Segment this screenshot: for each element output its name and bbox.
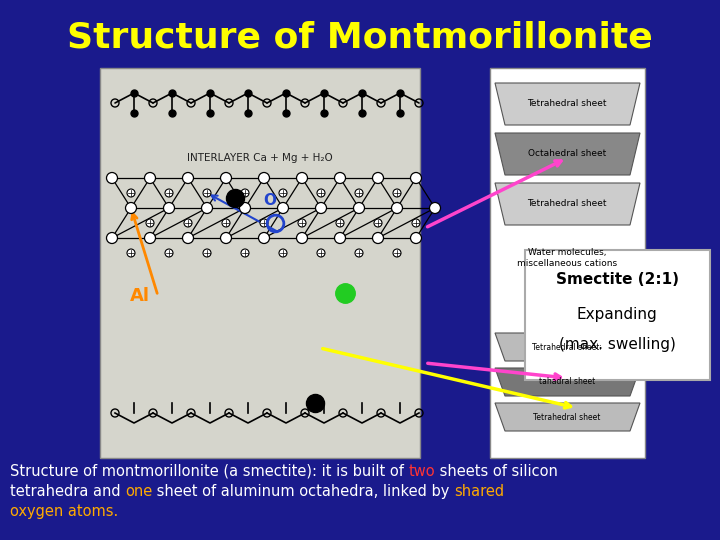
Text: Tetrahedral sheet: Tetrahedral sheet bbox=[527, 199, 607, 208]
Circle shape bbox=[317, 189, 325, 197]
Text: Tetrahedral sheet: Tetrahedral sheet bbox=[527, 99, 607, 109]
Circle shape bbox=[354, 202, 364, 213]
Polygon shape bbox=[495, 133, 640, 175]
Circle shape bbox=[220, 172, 232, 184]
Circle shape bbox=[184, 219, 192, 227]
Circle shape bbox=[277, 202, 289, 213]
Polygon shape bbox=[495, 83, 640, 125]
Text: Structure of Montmorillonite: Structure of Montmorillonite bbox=[67, 21, 653, 55]
Circle shape bbox=[297, 172, 307, 184]
Circle shape bbox=[317, 249, 325, 257]
Circle shape bbox=[279, 249, 287, 257]
Text: Tetrahedral sheet:: Tetrahedral sheet: bbox=[532, 342, 602, 352]
Circle shape bbox=[260, 219, 268, 227]
Text: one: one bbox=[125, 484, 153, 499]
Circle shape bbox=[393, 189, 401, 197]
Text: Water molecules,
miscellaneous cations: Water molecules, miscellaneous cations bbox=[517, 248, 617, 268]
Circle shape bbox=[297, 233, 307, 244]
Circle shape bbox=[392, 202, 402, 213]
Circle shape bbox=[355, 249, 363, 257]
Circle shape bbox=[222, 219, 230, 227]
Circle shape bbox=[145, 172, 156, 184]
Circle shape bbox=[336, 219, 344, 227]
Circle shape bbox=[241, 189, 249, 197]
Circle shape bbox=[182, 172, 194, 184]
Circle shape bbox=[203, 189, 211, 197]
Text: Tetrahedral sheet: Tetrahedral sheet bbox=[534, 413, 600, 422]
Bar bbox=[525, 250, 710, 380]
Text: tetrahedra and: tetrahedra and bbox=[10, 484, 125, 499]
Circle shape bbox=[335, 172, 346, 184]
Text: shared: shared bbox=[454, 484, 505, 499]
Circle shape bbox=[410, 172, 421, 184]
FancyBboxPatch shape bbox=[100, 68, 420, 458]
Circle shape bbox=[163, 202, 174, 213]
Circle shape bbox=[258, 233, 269, 244]
Text: oxygen atoms.: oxygen atoms. bbox=[10, 504, 118, 519]
Circle shape bbox=[410, 233, 421, 244]
Circle shape bbox=[107, 233, 117, 244]
Circle shape bbox=[146, 219, 154, 227]
Circle shape bbox=[430, 202, 441, 213]
Circle shape bbox=[372, 233, 384, 244]
Circle shape bbox=[315, 202, 326, 213]
Circle shape bbox=[412, 219, 420, 227]
Text: O: O bbox=[263, 193, 276, 208]
Circle shape bbox=[279, 189, 287, 197]
Text: Octahedral sheet: Octahedral sheet bbox=[528, 150, 606, 159]
Circle shape bbox=[165, 189, 173, 197]
Text: tahadral sheet: tahadral sheet bbox=[539, 377, 595, 387]
Circle shape bbox=[220, 233, 232, 244]
Text: Expanding: Expanding bbox=[577, 307, 657, 322]
Text: INTERLAYER Ca + Mg + H₂O: INTERLAYER Ca + Mg + H₂O bbox=[187, 153, 333, 163]
Text: (max. swelling): (max. swelling) bbox=[559, 338, 675, 353]
Circle shape bbox=[202, 202, 212, 213]
Circle shape bbox=[107, 172, 117, 184]
Circle shape bbox=[127, 189, 135, 197]
Text: sheet of aluminum octahedra, linked by: sheet of aluminum octahedra, linked by bbox=[153, 484, 454, 499]
Circle shape bbox=[298, 219, 306, 227]
Bar bbox=[490, 68, 645, 458]
Polygon shape bbox=[495, 368, 640, 396]
Polygon shape bbox=[495, 333, 640, 361]
Circle shape bbox=[355, 189, 363, 197]
Circle shape bbox=[165, 249, 173, 257]
Circle shape bbox=[240, 202, 251, 213]
Text: Structure of montmorillonite (a smectite): it is built of: Structure of montmorillonite (a smectite… bbox=[10, 464, 408, 479]
Circle shape bbox=[182, 233, 194, 244]
Text: Al: Al bbox=[130, 287, 150, 305]
Circle shape bbox=[127, 249, 135, 257]
Circle shape bbox=[125, 202, 137, 213]
Circle shape bbox=[372, 172, 384, 184]
Text: sheets of silicon: sheets of silicon bbox=[435, 464, 558, 479]
Circle shape bbox=[203, 249, 211, 257]
Polygon shape bbox=[495, 403, 640, 431]
Circle shape bbox=[335, 233, 346, 244]
Circle shape bbox=[241, 249, 249, 257]
Circle shape bbox=[258, 172, 269, 184]
Circle shape bbox=[393, 249, 401, 257]
Text: Smectite (2:1): Smectite (2:1) bbox=[556, 273, 678, 287]
Circle shape bbox=[374, 219, 382, 227]
Polygon shape bbox=[495, 183, 640, 225]
Text: two: two bbox=[408, 464, 435, 479]
Circle shape bbox=[145, 233, 156, 244]
